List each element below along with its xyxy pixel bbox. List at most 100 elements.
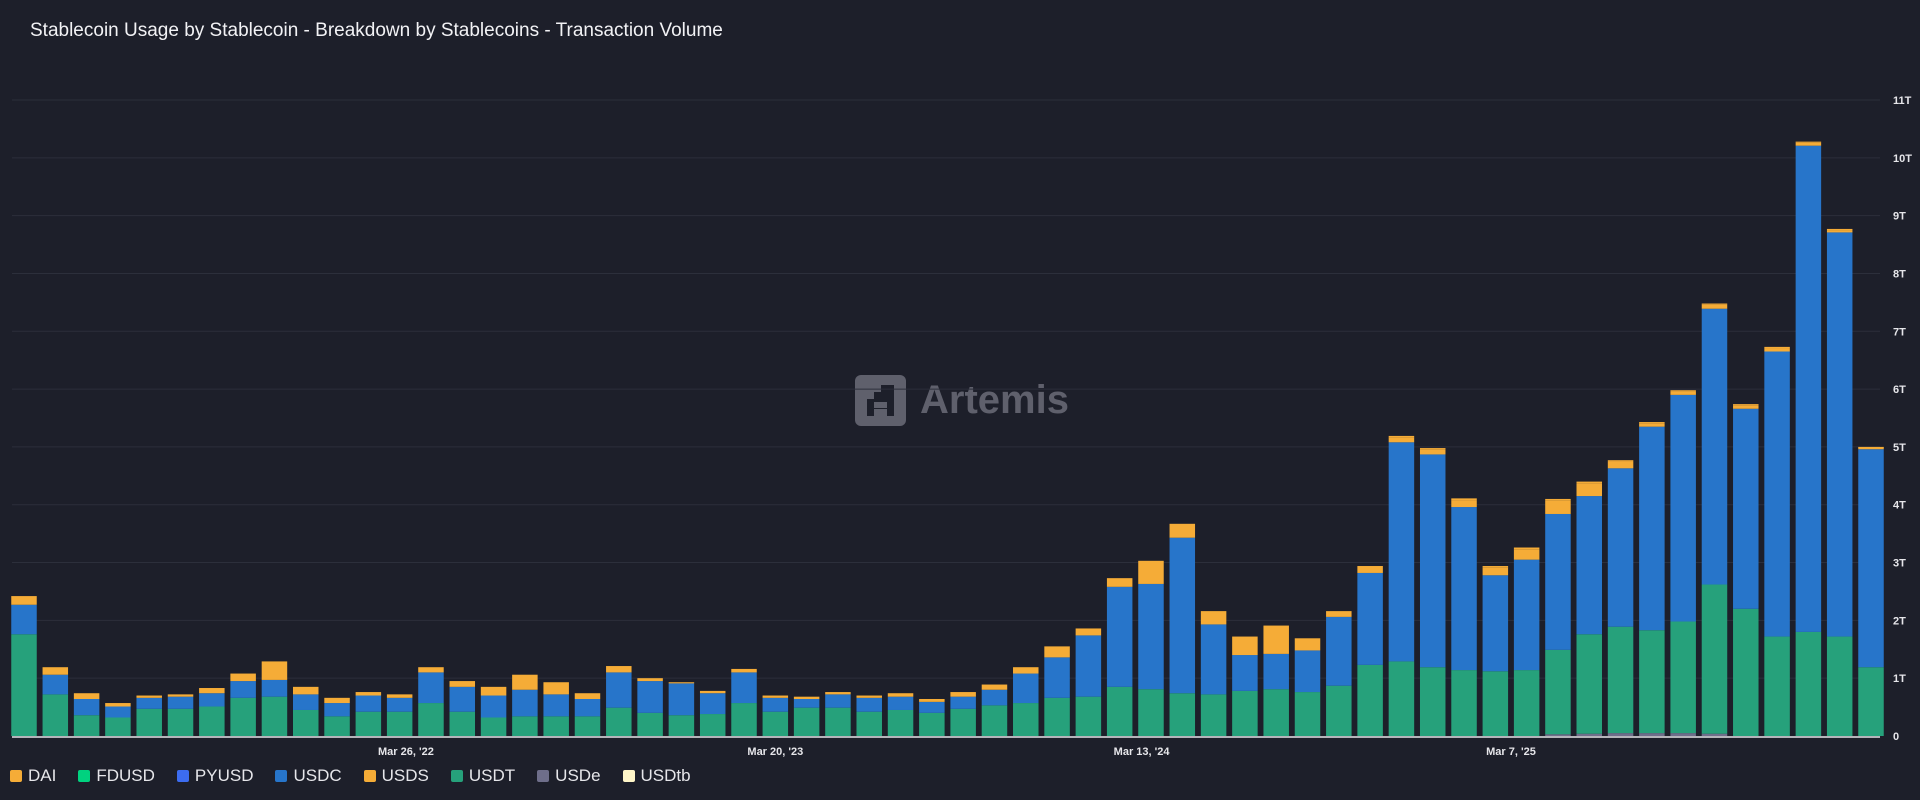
bar-segment-usdt[interactable] — [199, 706, 225, 736]
bar-segment-dai[interactable] — [1263, 625, 1289, 654]
bar-segment-usds[interactable] — [1764, 348, 1790, 352]
bar-segment-usdc[interactable] — [355, 695, 382, 712]
bar-group[interactable] — [919, 698, 945, 736]
bar-segment-usdt[interactable] — [1326, 685, 1352, 736]
bar-segment-dai[interactable] — [1138, 560, 1164, 584]
bar-segment-usdc[interactable] — [1858, 449, 1884, 668]
bar-segment-dai[interactable] — [292, 686, 319, 695]
bar-segment-usdc[interactable] — [856, 697, 882, 712]
bar-segment-usdt[interactable] — [1513, 670, 1540, 736]
bar-segment-usde[interactable] — [1607, 733, 1634, 736]
bar-group[interactable] — [1795, 141, 1822, 736]
bar-segment-dai[interactable] — [637, 678, 663, 682]
bar-group[interactable] — [1451, 498, 1477, 736]
bar-segment-usdt[interactable] — [1482, 671, 1509, 736]
bar-segment-dai[interactable] — [1326, 611, 1352, 617]
bar-group[interactable] — [1326, 611, 1352, 736]
bar-group[interactable] — [856, 695, 882, 736]
bar-segment-dai[interactable] — [386, 694, 413, 698]
bar-segment-usds[interactable] — [1545, 500, 1571, 514]
bar-segment-usdc[interactable] — [1106, 586, 1133, 687]
bar-segment-dai[interactable] — [1701, 303, 1728, 305]
bar-segment-usdc[interactable] — [1075, 635, 1102, 697]
bar-segment-usds[interactable] — [1419, 449, 1446, 455]
bar-segment-usds[interactable] — [1576, 483, 1603, 497]
bar-segment-usdt[interactable] — [11, 634, 37, 736]
bar-group[interactable] — [1294, 638, 1321, 736]
bar-group[interactable] — [1733, 404, 1759, 736]
bar-segment-usdt[interactable] — [386, 711, 413, 736]
bar-segment-dai[interactable] — [1513, 547, 1540, 550]
bar-segment-usdc[interactable] — [1388, 442, 1415, 662]
bar-segment-dai[interactable] — [762, 695, 789, 698]
bar-segment-usdt[interactable] — [480, 717, 507, 736]
bar-segment-dai[interactable] — [1075, 628, 1102, 636]
bar-segment-dai[interactable] — [480, 686, 507, 696]
legend-item-fdusd[interactable]: FDUSD — [78, 766, 155, 786]
bar-segment-usdc[interactable] — [1701, 308, 1728, 585]
legend-item-dai[interactable]: DAI — [10, 766, 56, 786]
bar-segment-usdc[interactable] — [981, 689, 1008, 706]
bar-segment-usdc[interactable] — [1200, 624, 1227, 695]
bar-segment-usdt[interactable] — [825, 707, 851, 736]
bar-segment-usdt[interactable] — [856, 711, 882, 736]
bar-segment-usdc[interactable] — [1826, 232, 1853, 637]
bar-segment-usds[interactable] — [1670, 391, 1696, 395]
bar-segment-dai[interactable] — [1858, 446, 1884, 448]
bar-segment-usds[interactable] — [1388, 437, 1415, 443]
bar-group[interactable] — [574, 693, 601, 736]
bar-segment-dai[interactable] — [1232, 636, 1258, 656]
bar-segment-dai[interactable] — [981, 684, 1008, 690]
bar-segment-dai[interactable] — [606, 666, 632, 673]
bar-segment-usdt[interactable] — [950, 708, 976, 736]
bar-group[interactable] — [762, 695, 789, 736]
bar-group[interactable] — [950, 692, 976, 736]
bar-group[interactable] — [1263, 625, 1289, 736]
bar-segment-dai[interactable] — [1294, 638, 1321, 651]
bar-segment-dai[interactable] — [1357, 566, 1383, 573]
bar-group[interactable] — [981, 684, 1008, 736]
bar-segment-usdt[interactable] — [1451, 670, 1477, 736]
bar-segment-usdc[interactable] — [762, 697, 789, 712]
bar-segment-usdt[interactable] — [699, 714, 726, 736]
bar-segment-usdc[interactable] — [1013, 673, 1039, 704]
bar-segment-usds[interactable] — [1795, 142, 1822, 146]
bar-segment-usdc[interactable] — [950, 696, 976, 709]
bar-group[interactable] — [167, 694, 194, 736]
bar-segment-usdt[interactable] — [1388, 661, 1415, 736]
bar-group[interactable] — [355, 692, 382, 736]
bar-segment-usdt[interactable] — [543, 716, 569, 736]
bar-segment-usde[interactable] — [1576, 733, 1603, 736]
bar-segment-usdt[interactable] — [512, 716, 538, 736]
bar-segment-usdt[interactable] — [1200, 694, 1227, 736]
bar-segment-usds[interactable] — [1826, 230, 1853, 233]
bar-segment-usde[interactable] — [1545, 734, 1571, 736]
bar-segment-dai[interactable] — [512, 674, 538, 690]
bar-segment-dai[interactable] — [449, 681, 476, 687]
bar-segment-usdt[interactable] — [574, 716, 601, 736]
bar-segment-dai[interactable] — [1482, 566, 1509, 568]
bar-segment-usdt[interactable] — [1263, 689, 1289, 736]
bar-segment-dai[interactable] — [950, 692, 976, 697]
bar-segment-usdt[interactable] — [1013, 703, 1039, 736]
bar-segment-dai[interactable] — [1388, 435, 1415, 438]
bar-segment-usdt[interactable] — [762, 711, 789, 736]
bar-segment-dai[interactable] — [543, 682, 569, 695]
bar-segment-usdt[interactable] — [793, 707, 820, 736]
bar-segment-usdt[interactable] — [1701, 584, 1728, 734]
bar-segment-usds[interactable] — [1733, 405, 1759, 409]
bar-segment-dai[interactable] — [230, 673, 256, 682]
bar-group[interactable] — [887, 693, 914, 736]
legend-item-usde[interactable]: USDe — [537, 766, 601, 786]
bar-segment-usdc[interactable] — [668, 683, 695, 716]
bar-group[interactable] — [1419, 448, 1446, 736]
bar-segment-usdc[interactable] — [42, 674, 69, 695]
bar-segment-usdc[interactable] — [793, 698, 820, 708]
bar-segment-usdt[interactable] — [1106, 686, 1133, 736]
bar-group[interactable] — [668, 682, 695, 736]
bar-group[interactable] — [1106, 578, 1133, 736]
bar-segment-usdc[interactable] — [1294, 650, 1321, 693]
bar-segment-usdt[interactable] — [1576, 634, 1603, 734]
bar-group[interactable] — [731, 668, 757, 736]
bar-segment-dai[interactable] — [73, 693, 100, 699]
